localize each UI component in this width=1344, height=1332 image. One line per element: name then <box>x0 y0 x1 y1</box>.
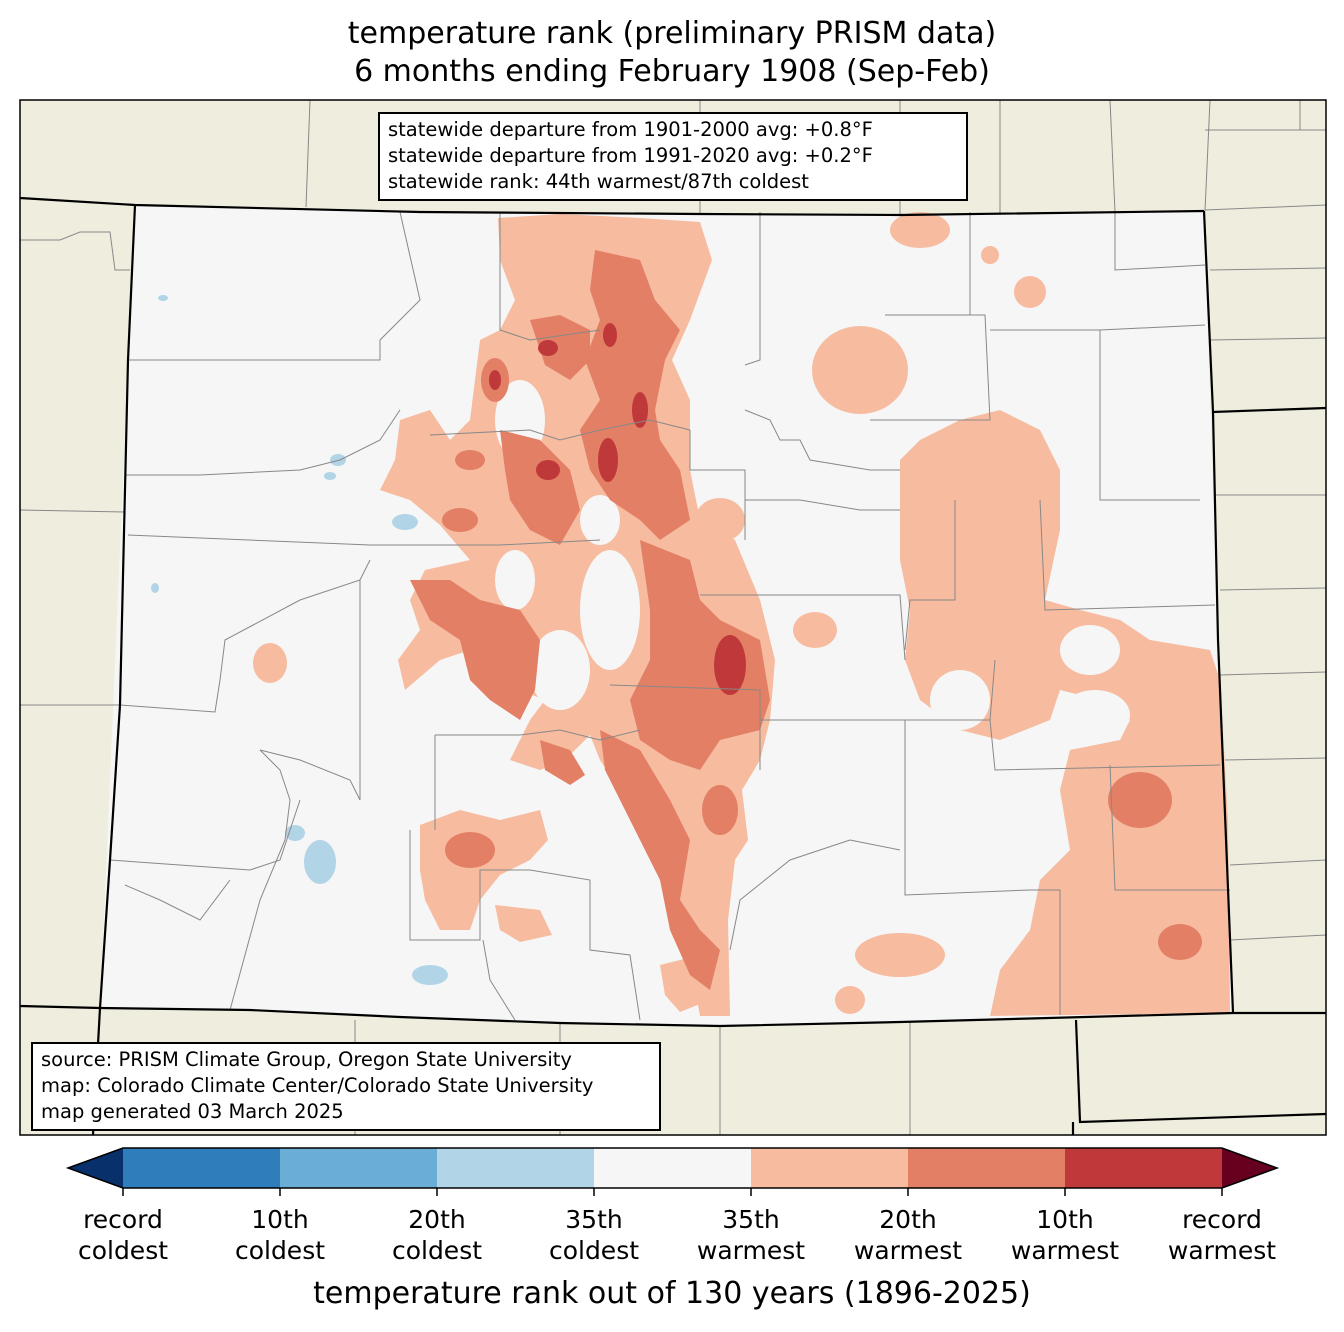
colorbar-segment <box>280 1148 437 1188</box>
state-borders <box>19 196 1327 1136</box>
source-credit-text: source: PRISM Climate Group, Oregon Stat… <box>41 1048 572 1071</box>
tick-label-line1: 35th <box>565 1205 623 1234</box>
colorbar-tick-label: 10th coldest <box>200 1204 360 1266</box>
generated-date-text: map generated 03 March 2025 <box>41 1100 344 1123</box>
colorbar-segment <box>751 1148 908 1188</box>
map-credit-text: map: Colorado Climate Center/Colorado St… <box>41 1074 594 1097</box>
tick-label-line1: 20th <box>408 1205 466 1234</box>
tick-label-line2: coldest <box>234 1236 326 1265</box>
colorbar-segment <box>437 1148 594 1188</box>
colorbar-segment <box>908 1148 1065 1188</box>
colorbar <box>65 1147 1280 1196</box>
tick-label-line1: 10th <box>1036 1205 1094 1234</box>
departure-1991-2020-text: statewide departure from 1991-2020 avg: … <box>388 144 873 167</box>
tick-label-line1: 20th <box>879 1205 937 1234</box>
colorbar-tick-label: 10th warmest <box>985 1204 1145 1266</box>
cold-35th-regions <box>151 295 448 985</box>
map-frame <box>19 99 1327 1136</box>
statewide-rank-text: statewide rank: 44th warmest/87th coldes… <box>388 170 809 193</box>
colorbar-tick-label: 20th coldest <box>357 1204 517 1266</box>
colorbar-tick-label: record coldest <box>43 1204 203 1266</box>
colorbar-extend-cold <box>68 1148 123 1188</box>
county-lines <box>109 211 1230 1021</box>
colorbar-segment <box>123 1148 280 1188</box>
tick-label-line2: warmest <box>1167 1236 1277 1265</box>
statewide-stats-box: statewide departure from 1901-2000 avg: … <box>378 112 968 201</box>
tick-label-line2: warmest <box>696 1236 806 1265</box>
tick-label-line1: 10th <box>251 1205 309 1234</box>
warm-10th-regions <box>489 323 746 695</box>
warm-20th-regions <box>410 250 1202 990</box>
tick-label-line2: warmest <box>853 1236 963 1265</box>
colorbar-tick-label: 35th warmest <box>671 1204 831 1266</box>
colorbar-extend-warm <box>1222 1148 1277 1188</box>
tick-label-line1: record <box>1182 1205 1262 1234</box>
colorbar-segment <box>594 1148 751 1188</box>
colorbar-tick-label: 20th warmest <box>828 1204 988 1266</box>
map-title-line2: 6 months ending February 1908 (Sep-Feb) <box>354 54 990 89</box>
colorbar-tick-label: record warmest <box>1142 1204 1302 1266</box>
departure-1901-2000-text: statewide departure from 1901-2000 avg: … <box>388 118 873 141</box>
tick-label-line1: record <box>83 1205 163 1234</box>
credits-box: source: PRISM Climate Group, Oregon Stat… <box>31 1042 661 1131</box>
colorbar-tick-label: 35th coldest <box>514 1204 674 1266</box>
tick-label-line2: coldest <box>548 1236 640 1265</box>
tick-label-line1: 35th <box>722 1205 780 1234</box>
tick-label-line2: coldest <box>391 1236 483 1265</box>
colorbar-label: temperature rank out of 130 years (1896-… <box>313 1276 1031 1311</box>
tick-label-line2: warmest <box>1010 1236 1120 1265</box>
tick-label-line2: coldest <box>77 1236 169 1265</box>
map-title-line1: temperature rank (preliminary PRISM data… <box>347 16 997 51</box>
colorbar-segment <box>1065 1148 1222 1188</box>
